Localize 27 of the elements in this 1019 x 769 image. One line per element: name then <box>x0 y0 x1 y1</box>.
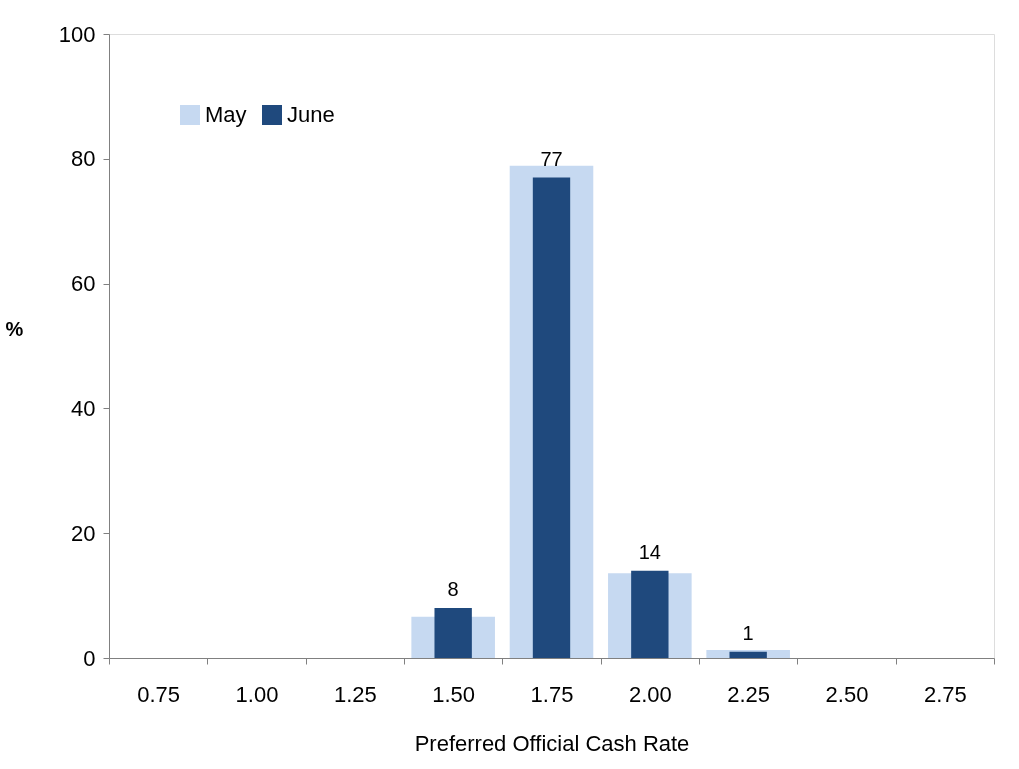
y-axis-title: % <box>5 317 24 340</box>
y-tick-label: 100 <box>58 21 96 47</box>
y-tick-label: 0 <box>83 645 96 671</box>
data-label: 1 <box>742 621 754 644</box>
x-tick-label: 2.75 <box>923 681 967 707</box>
x-tick-label: 1.25 <box>333 681 377 707</box>
bar <box>532 177 571 658</box>
data-label: 8 <box>447 578 459 601</box>
x-axis-title: Preferred Official Cash Rate <box>414 730 690 756</box>
legend-label: May <box>205 102 247 127</box>
data-label: 14 <box>638 540 661 563</box>
x-tick-label: 1.75 <box>530 681 574 707</box>
legend-label: June <box>287 102 335 127</box>
x-tick-label: 2.50 <box>825 681 869 707</box>
x-tick-label: 1.50 <box>432 681 476 707</box>
x-tick-label: 2.25 <box>727 681 771 707</box>
bar <box>729 651 767 658</box>
y-tick-label: 20 <box>71 520 96 546</box>
bar <box>434 608 472 658</box>
data-label: 77 <box>540 147 563 170</box>
x-tick-label: 1.00 <box>235 681 279 707</box>
y-tick-label: 60 <box>71 271 96 297</box>
y-tick-label: 40 <box>71 395 96 421</box>
x-tick-label: 0.75 <box>137 681 181 707</box>
y-tick-label: 80 <box>71 146 96 172</box>
bar <box>631 570 669 658</box>
x-tick-label: 2.00 <box>628 681 672 707</box>
